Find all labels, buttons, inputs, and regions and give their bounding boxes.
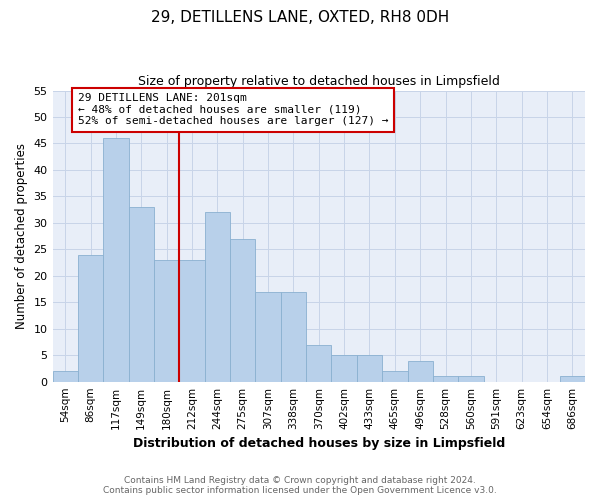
- Text: 29 DETILLENS LANE: 201sqm
← 48% of detached houses are smaller (119)
52% of semi: 29 DETILLENS LANE: 201sqm ← 48% of detac…: [78, 93, 388, 126]
- Title: Size of property relative to detached houses in Limpsfield: Size of property relative to detached ho…: [138, 75, 500, 88]
- Bar: [230, 239, 256, 382]
- Bar: [331, 355, 357, 382]
- Bar: [256, 292, 281, 382]
- Y-axis label: Number of detached properties: Number of detached properties: [15, 143, 28, 329]
- Bar: [78, 254, 103, 382]
- Bar: [357, 355, 382, 382]
- Bar: [458, 376, 484, 382]
- Bar: [382, 371, 407, 382]
- Bar: [560, 376, 585, 382]
- Bar: [433, 376, 458, 382]
- Bar: [103, 138, 128, 382]
- Bar: [205, 212, 230, 382]
- Bar: [53, 371, 78, 382]
- Bar: [154, 260, 179, 382]
- Bar: [407, 360, 433, 382]
- Text: 29, DETILLENS LANE, OXTED, RH8 0DH: 29, DETILLENS LANE, OXTED, RH8 0DH: [151, 10, 449, 25]
- Bar: [306, 344, 331, 382]
- Bar: [281, 292, 306, 382]
- Bar: [179, 260, 205, 382]
- Text: Contains HM Land Registry data © Crown copyright and database right 2024.
Contai: Contains HM Land Registry data © Crown c…: [103, 476, 497, 495]
- X-axis label: Distribution of detached houses by size in Limpsfield: Distribution of detached houses by size …: [133, 437, 505, 450]
- Bar: [128, 207, 154, 382]
